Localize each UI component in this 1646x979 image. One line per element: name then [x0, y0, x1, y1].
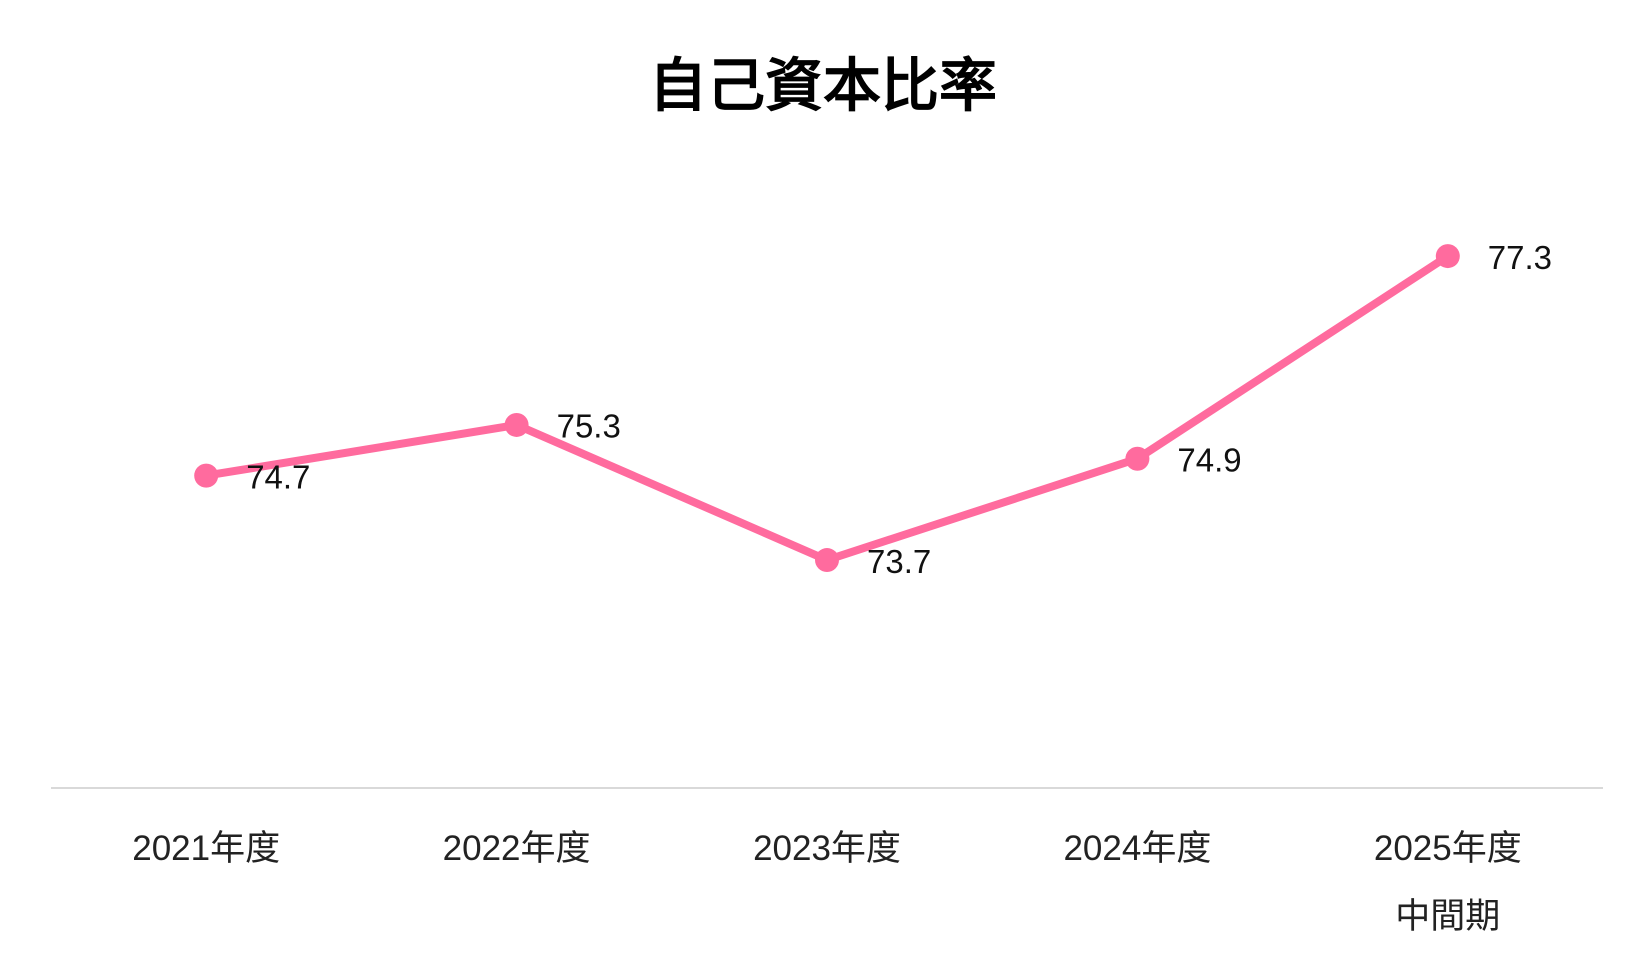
- line: [205, 252, 1450, 565]
- data-label: 74.9: [1177, 441, 1241, 478]
- x-tick-label: 2025年度 中間期: [1373, 829, 1522, 936]
- x-tick-label: 2021年度: [132, 829, 281, 868]
- point: [1435, 244, 1460, 269]
- point: [1125, 446, 1150, 471]
- data-label: 75.3: [557, 408, 621, 445]
- chart-title: 自己資本比率: [649, 53, 997, 118]
- data-label: 74.7: [246, 458, 310, 495]
- x-tick-label: 2023年度: [753, 829, 901, 868]
- data-label: 73.7: [867, 543, 931, 580]
- point: [194, 463, 219, 488]
- data-label: 77.3: [1488, 239, 1552, 276]
- x-tick-label: 2024年度: [1063, 829, 1212, 868]
- point: [504, 412, 529, 437]
- point: [815, 548, 839, 573]
- x-tick-label: 2022年度: [442, 829, 591, 868]
